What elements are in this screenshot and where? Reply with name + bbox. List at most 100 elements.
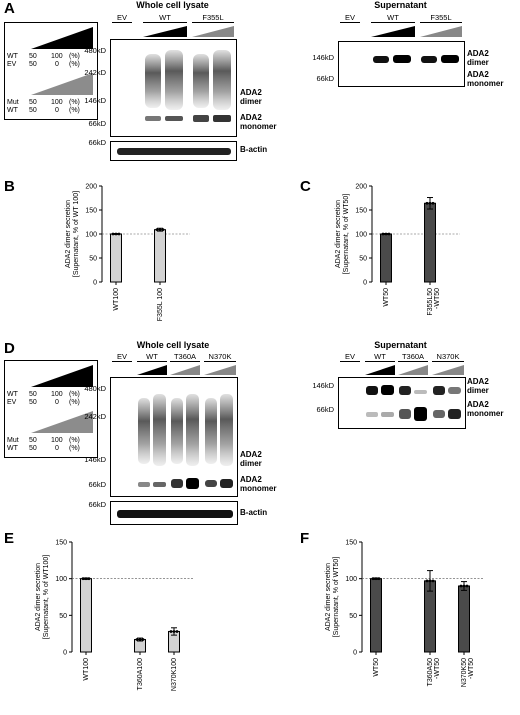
y-tick-label: 50 — [89, 256, 97, 263]
data-point — [381, 232, 385, 236]
sup-mut-triangle-a — [420, 26, 462, 37]
lane-wt-d: WT — [137, 352, 167, 362]
sup-lane-wt-a: WT — [371, 13, 415, 23]
actin-label-d: B-actin — [240, 508, 268, 517]
mw-242-a: 242kD — [84, 68, 106, 77]
y-axis-label: ADA2 dimer secretion[Supernatant, % of W… — [335, 194, 350, 275]
legend-ev-0: 0 — [55, 61, 59, 68]
mw-146-a: 146kD — [84, 96, 106, 105]
data-point — [161, 228, 165, 232]
legend-ev-50: 50 — [29, 61, 37, 68]
data-point — [377, 577, 381, 581]
sup-t360a-triangle-d — [398, 365, 428, 375]
y-tick-label: 50 — [59, 613, 67, 620]
legend-ev: EV — [7, 61, 17, 68]
data-point — [428, 201, 432, 205]
lane-ev-d: EV — [112, 352, 132, 362]
legend-pct: (%) — [69, 391, 80, 398]
mw-480-d: 480kD — [84, 384, 106, 393]
y-tick-label: 150 — [85, 208, 97, 215]
x-tick-label: WT50 — [373, 658, 380, 677]
data-point — [465, 584, 469, 588]
actin-label-a: B-actin — [240, 145, 268, 154]
lane-t360a-d: T360A — [170, 352, 200, 362]
legend-mut: Mut — [7, 437, 19, 444]
lane-wt-a: WT — [143, 13, 187, 23]
dimer-label-d: ADA2 dimer — [240, 450, 262, 468]
legend-pct: (%) — [69, 107, 80, 114]
sup-blot-d — [338, 377, 466, 429]
lane-f355l-a: F355L — [192, 13, 234, 23]
lane-n370k-d: N370K — [204, 352, 236, 362]
legend-ev: EV — [7, 399, 17, 406]
monomer-label-a: ADA2 monomer — [240, 113, 277, 131]
legend-mut-100: 100 — [51, 99, 63, 106]
x-tick-label: N370K50-WT50 — [461, 658, 475, 687]
panel-label-c: C — [300, 178, 311, 195]
data-point — [384, 232, 388, 236]
y-tick-label: 100 — [355, 232, 367, 239]
legend-wt2-50: 50 — [29, 445, 37, 452]
sup-lane-f355l-a: F355L — [420, 13, 462, 23]
y-tick-label: 200 — [355, 184, 367, 191]
x-tick-label: F355L50-WT50 — [427, 288, 441, 316]
legend-wt2-0: 0 — [55, 445, 59, 452]
sup-dimer-label-a: ADA2 dimer — [467, 49, 489, 67]
x-tick-label: WT100 — [113, 288, 120, 311]
chart-f: ADA2 dimer secretion[Supernatant, % of W… — [325, 540, 484, 687]
actin-blot-d — [110, 501, 238, 525]
data-point — [425, 201, 429, 205]
actin-blot-a — [110, 141, 237, 161]
dose-legend-a: WT 50 100 (%) EV 50 0 (%) Mut 50 100 (%)… — [4, 22, 98, 120]
mw-66-d: 66kD — [88, 480, 106, 489]
y-tick-label: 0 — [353, 650, 357, 657]
sup-n370k-triangle-d — [432, 365, 464, 375]
bar — [110, 233, 122, 283]
panel-label-f: F — [300, 530, 310, 547]
data-point — [387, 232, 391, 236]
data-point — [374, 577, 378, 581]
panel-label-a: A — [4, 0, 15, 17]
y-tick-label: 50 — [359, 256, 367, 263]
y-tick-label: 100 — [345, 576, 357, 583]
x-tick-label: F355L 100 — [157, 288, 164, 321]
sup-lane-ev-a: EV — [340, 13, 360, 23]
wt-gradient-triangle — [31, 27, 93, 49]
bar — [458, 585, 470, 653]
wcl-title-a: Whole cell lysate — [136, 0, 209, 10]
x-tick-label: WT50 — [383, 288, 390, 307]
legend-pct: (%) — [69, 99, 80, 106]
x-tick-label: WT100 — [83, 658, 90, 681]
panel-label-b: B — [4, 178, 15, 195]
sup-lane-wt-d: WT — [365, 352, 395, 362]
chart-b: ADA2 dimer secretion[Supernatant, % of W… — [65, 184, 190, 321]
sup-dimer-label-d: ADA2 dimer — [467, 377, 489, 395]
data-point — [172, 630, 176, 633]
sup-lane-ev-d: EV — [340, 352, 360, 362]
y-tick-label: 150 — [345, 540, 357, 547]
n370k-dose-triangle-d — [204, 365, 236, 375]
mw-480-a: 480kD — [84, 46, 106, 55]
x-tick-label: T360A100 — [137, 658, 144, 690]
data-point — [431, 579, 435, 583]
y-axis-label: ADA2 dimer secretion[Supernatant, % of W… — [325, 557, 340, 638]
y-tick-label: 0 — [63, 650, 67, 657]
t360a-dose-triangle-d — [170, 365, 200, 375]
y-tick-label: 100 — [85, 232, 97, 239]
data-point — [111, 232, 115, 236]
y-axis-label: ADA2 dimer secretion[Supernatant, % of W… — [65, 191, 80, 277]
legend-wt2-0: 0 — [55, 107, 59, 114]
legend-pct: (%) — [69, 61, 80, 68]
y-tick-label: 200 — [85, 184, 97, 191]
sup-wt-triangle-d — [365, 365, 395, 375]
y-axis-label: ADA2 dimer secretion[Supernatant, % of W… — [35, 555, 50, 639]
y-tick-label: 150 — [55, 540, 67, 547]
sup-blot-a — [338, 41, 465, 87]
legend-wt: WT — [7, 53, 18, 60]
data-point — [138, 638, 142, 641]
wt-dose-triangle-d — [137, 365, 167, 375]
mw-146-d: 146kD — [84, 455, 106, 464]
panel-label-e: E — [4, 530, 15, 547]
data-point — [117, 232, 121, 236]
wt-gradient-triangle — [31, 365, 93, 387]
